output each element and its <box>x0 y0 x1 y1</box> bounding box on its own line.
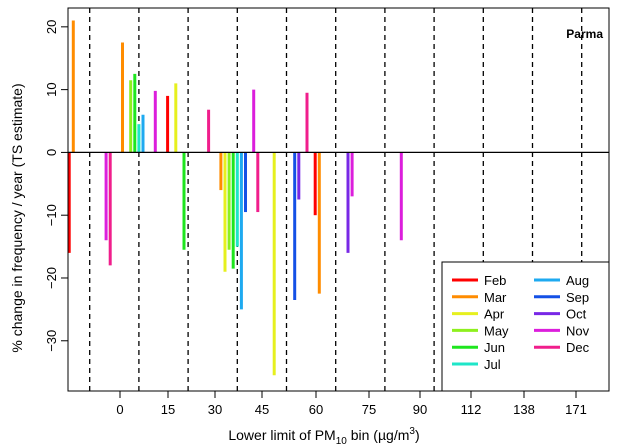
legend-label-jul: Jul <box>484 357 501 372</box>
x-tick-label: 171 <box>565 402 587 417</box>
legend-label-dec: Dec <box>566 340 590 355</box>
plot-frame <box>67 7 610 392</box>
x-tick-label: 15 <box>161 402 175 417</box>
x-tick-label: 60 <box>309 402 323 417</box>
x-title-mu: µ <box>378 427 386 443</box>
legend-label-mar: Mar <box>484 290 507 305</box>
legend-label-nov: Nov <box>566 323 590 338</box>
legend-label-may: May <box>484 323 509 338</box>
y-tick-label: −30 <box>44 330 59 352</box>
x-tick-label: 90 <box>413 402 427 417</box>
x-tick-label: 138 <box>513 402 535 417</box>
x-title-pre: Lower limit of PM <box>228 427 335 443</box>
x-tick-label: 112 <box>461 402 482 417</box>
x-title-sub: 10 <box>336 436 348 447</box>
city-label: Parma <box>566 27 603 41</box>
x-title-sup: 3 <box>409 426 415 437</box>
x-tick-label: 75 <box>362 402 376 417</box>
x-tick-label: 30 <box>208 402 222 417</box>
y-tick-label: 0 <box>44 149 59 156</box>
x-title-mid: bin ( <box>347 427 378 443</box>
legend-label-aug: Aug <box>566 273 589 288</box>
x-title-post: ) <box>415 427 420 443</box>
legend-box <box>441 261 610 392</box>
x-tick-label: 45 <box>255 402 269 417</box>
y-tick-label: −10 <box>44 204 59 226</box>
x-title-unit: g/m <box>386 427 409 443</box>
x-axis-title: Lower limit of PM10 bin (µg/m3) <box>228 426 419 447</box>
legend-label-oct: Oct <box>566 307 587 322</box>
legend-label-apr: Apr <box>484 307 505 322</box>
legend-label-sep: Sep <box>566 290 589 305</box>
legend-label-feb: Feb <box>484 273 506 288</box>
legend-label-jun: Jun <box>484 340 505 355</box>
y-tick-label: 10 <box>44 82 59 96</box>
y-tick-label: 20 <box>44 20 59 34</box>
y-axis-title: % change in frequency / year (TS estimat… <box>9 83 25 352</box>
axes: −30 −20 −10 0 10 20 0 15 30 45 60 75 90 112 138 171 <box>44 7 610 417</box>
y-tick-label: −20 <box>44 267 59 289</box>
bars <box>67 20 403 376</box>
x-tick-label: 0 <box>116 402 123 417</box>
